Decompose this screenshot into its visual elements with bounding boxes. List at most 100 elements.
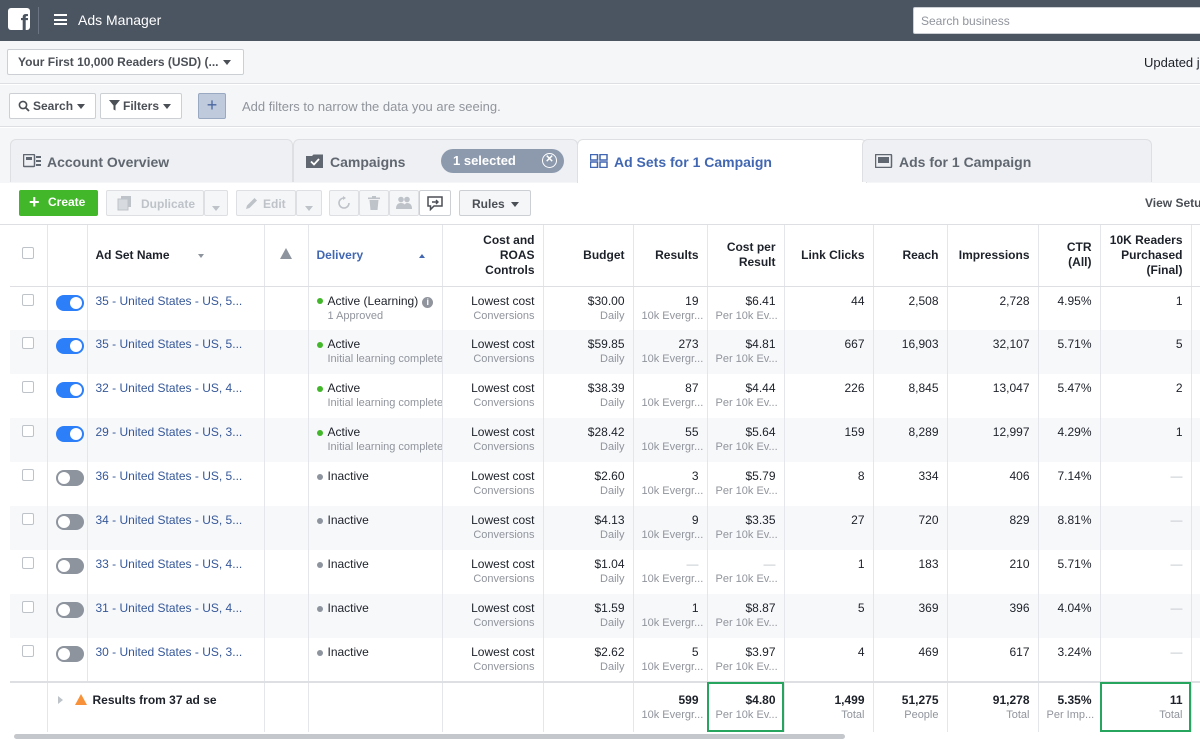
table-row[interactable]: 29 - United States - US, 3... Active Initi…: [10, 418, 1200, 462]
preview-button[interactable]: [419, 190, 451, 216]
column-header-budget[interactable]: Budget: [543, 225, 634, 287]
edit-dropdown[interactable]: [296, 190, 322, 216]
ad-set-toggle[interactable]: [55, 382, 84, 398]
row-checkbox[interactable]: [22, 381, 35, 393]
search-business-input[interactable]: Search business: [913, 7, 1200, 34]
ad-set-toggle[interactable]: [55, 646, 84, 662]
view-setup-link[interactable]: View Setu: [1145, 196, 1200, 210]
add-filter-button[interactable]: +: [198, 93, 226, 119]
account-selector[interactable]: Your First 10,000 Readers (USD) (...: [7, 49, 244, 75]
row-checkbox[interactable]: [22, 645, 35, 657]
ad-set-name-link[interactable]: 30 - United States - US, 3...: [95, 645, 243, 659]
column-header-ctr[interactable]: CTR (All): [1038, 225, 1101, 287]
results-value: 3: [691, 469, 699, 483]
create-button[interactable]: + Create: [19, 190, 98, 216]
facebook-logo-icon[interactable]: f: [8, 8, 30, 30]
ad-set-name-link[interactable]: 35 - United States - US, 5...: [95, 293, 243, 308]
ad-set-toggle[interactable]: [55, 470, 84, 486]
refresh-button[interactable]: [329, 190, 359, 216]
impressions-cell: 210: [947, 550, 1039, 594]
hamburger-menu-icon[interactable]: [54, 14, 67, 25]
tab-account-overview[interactable]: Account Overview: [10, 139, 293, 182]
bid-strategy: Lowest cost: [471, 381, 535, 395]
expand-chevron-icon[interactable]: [57, 696, 63, 704]
delete-button[interactable]: [359, 190, 389, 216]
audience-button[interactable]: [389, 190, 419, 216]
row-toggle-cell: [47, 374, 88, 418]
row-checkbox[interactable]: [22, 469, 35, 481]
row-checkbox[interactable]: [22, 293, 35, 306]
table-row[interactable]: 32 - United States - US, 4... Active Initi…: [10, 374, 1200, 418]
filters-button[interactable]: Filters: [100, 93, 182, 119]
table-row[interactable]: 36 - United States - US, 5... Inactive Low…: [10, 462, 1200, 506]
ad-set-toggle[interactable]: [55, 558, 84, 574]
rules-button[interactable]: Rules: [459, 190, 531, 216]
row-checkbox[interactable]: [22, 601, 35, 613]
ad-set-toggle[interactable]: [55, 426, 84, 442]
column-header-bid-controls[interactable]: Cost and ROAS Controls: [442, 225, 544, 287]
column-header-cost-per-result[interactable]: Cost per Result: [707, 225, 785, 287]
selected-pill[interactable]: 1 selected ✕: [441, 149, 564, 173]
row-checkbox[interactable]: [22, 425, 35, 437]
clear-selection-icon[interactable]: ✕: [542, 153, 557, 168]
ad-set-name-link[interactable]: 32 - United States - US, 4...: [95, 381, 243, 395]
search-button[interactable]: Search: [9, 93, 96, 119]
tab-ads[interactable]: Ads for 1 Campaign: [862, 139, 1152, 182]
table-row[interactable]: 35 - United States - US, 5... Active (Lea…: [10, 286, 1200, 330]
ad-set-name-link[interactable]: 35 - United States - US, 5...: [95, 337, 243, 351]
budget-cell: $59.85 Daily: [543, 330, 634, 374]
totals-label: Results from 37 ad se: [92, 693, 217, 707]
column-header-results[interactable]: Results: [633, 225, 708, 287]
edit-button[interactable]: Edit: [236, 190, 296, 216]
ad-set-toggle[interactable]: [55, 602, 84, 618]
purchased-value: 2: [1175, 381, 1183, 395]
totals-spacer: [308, 681, 443, 732]
ad-set-toggle[interactable]: [55, 514, 84, 530]
table-row[interactable]: 34 - United States - US, 5... Inactive Low…: [10, 506, 1200, 550]
column-header-reach[interactable]: Reach: [873, 225, 948, 287]
filters-button-label: Filters: [123, 99, 160, 113]
ad-set-name-link[interactable]: 33 - United States - US, 4...: [95, 557, 243, 571]
column-header-impressions[interactable]: Impressions: [947, 225, 1039, 287]
column-header-delivery[interactable]: Delivery: [308, 225, 443, 287]
ctr-value: 5.71%: [1057, 557, 1092, 571]
ctr-cell: 5.47%: [1038, 374, 1101, 418]
table-row[interactable]: 33 - United States - US, 4... Inactive Low…: [10, 550, 1200, 594]
ad-set-toggle[interactable]: [55, 294, 84, 311]
ad-set-name-cell: 31 - United States - US, 4...: [87, 594, 265, 638]
select-all-checkbox[interactable]: [22, 247, 35, 260]
row-checkbox[interactable]: [22, 337, 35, 349]
reach-value: 8,845: [908, 381, 939, 395]
link-clicks-cell: 44: [784, 286, 874, 330]
budget-value: $38.39: [587, 381, 625, 395]
overflow-cell: [1191, 506, 1200, 550]
row-checkbox[interactable]: [22, 557, 35, 569]
ad-set-name-link[interactable]: 31 - United States - US, 4...: [95, 601, 243, 615]
ad-set-toggle[interactable]: [55, 338, 84, 354]
link-clicks-cell: 226: [784, 374, 874, 418]
duplicate-dropdown[interactable]: [204, 190, 228, 216]
column-header-link-clicks[interactable]: Link Clicks: [784, 225, 874, 287]
ad-set-name-link[interactable]: 29 - United States - US, 3...: [95, 425, 243, 439]
ad-set-name-link[interactable]: 34 - United States - US, 5...: [95, 513, 243, 527]
status-dot-icon: [316, 473, 323, 480]
table-row[interactable]: 31 - United States - US, 4... Inactive Low…: [10, 594, 1200, 638]
info-icon[interactable]: i: [422, 296, 434, 308]
delivery-cell: Active (Learning) i 1 Approved: [308, 286, 443, 330]
results-cell: 273 10k Evergr...: [633, 330, 708, 374]
column-header-warnings[interactable]: [264, 225, 309, 287]
table-row[interactable]: 35 - United States - US, 5... Active Initi…: [10, 330, 1200, 374]
column-header-purchased[interactable]: 10K Readers Purchased (Final): [1100, 225, 1192, 287]
totals-row: Results from 37 ad se 599 10k Evergr... $…: [10, 681, 1200, 732]
table-row[interactable]: 30 - United States - US, 3... Inactive Low…: [10, 638, 1200, 682]
bid-sub: Conversions: [473, 397, 535, 409]
totals-label-cell[interactable]: Results from 37 ad se: [47, 681, 265, 732]
budget-value: $2.60: [594, 469, 625, 483]
column-header-ad-set-name[interactable]: Ad Set Name: [87, 225, 265, 287]
tab-ad-sets[interactable]: Ad Sets for 1 Campaign: [577, 139, 867, 183]
horizontal-scrollbar[interactable]: [14, 734, 845, 739]
duplicate-button[interactable]: Duplicate: [106, 190, 204, 216]
row-checkbox[interactable]: [22, 513, 35, 525]
ad-set-name-link[interactable]: 36 - United States - US, 5...: [95, 469, 243, 483]
chevron-down-icon[interactable]: [197, 253, 204, 258]
